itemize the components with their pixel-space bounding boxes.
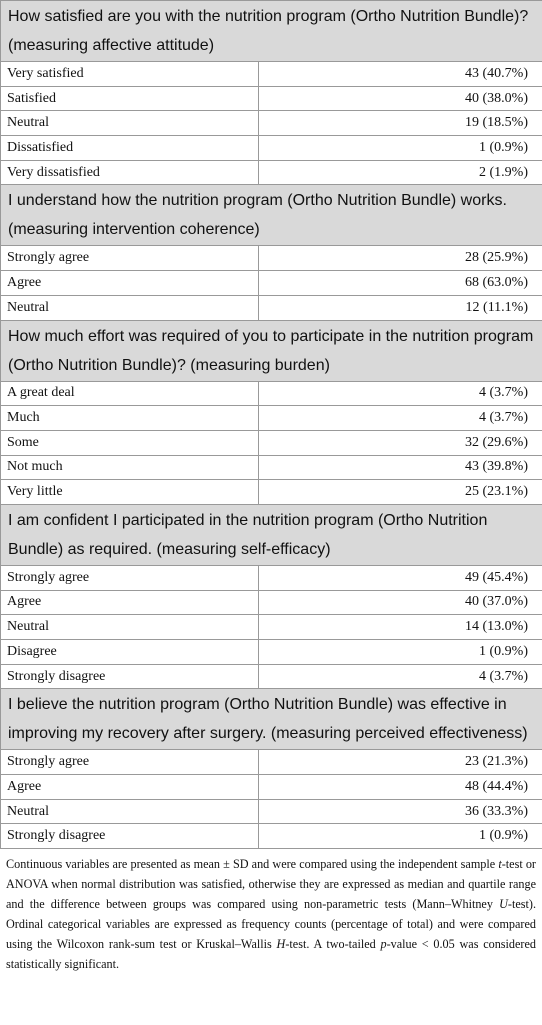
response-label: Not much [0, 454, 259, 481]
response-row: Disagree 1 (0.9%) [0, 639, 542, 665]
footnote: Continuous variables are presented as me… [0, 849, 542, 974]
response-row: Strongly agree 28 (25.9%) [0, 245, 542, 272]
footnote-italic: U [499, 897, 508, 912]
footnote-italic: H [276, 937, 286, 952]
response-label: Agree [0, 774, 259, 800]
footnote-text: -value < 0.05 was considered statistical… [6, 937, 536, 972]
response-count: 36 (33.3%) [258, 798, 542, 825]
response-label: Strongly disagree [0, 823, 259, 850]
response-row: Not much 43 (39.8%) [0, 454, 542, 481]
response-count: 32 (29.6%) [258, 429, 542, 456]
response-row: Agree 48 (44.4%) [0, 774, 542, 800]
response-count: 48 (44.4%) [258, 774, 542, 800]
response-row: Much 4 (3.7%) [0, 405, 542, 431]
response-row: Dissatisfied 1 (0.9%) [0, 135, 542, 161]
response-row: Neutral 14 (13.0%) [0, 614, 542, 640]
survey-table: How satisfied are you with the nutrition… [0, 0, 542, 850]
question: How satisfied are you with the nutrition… [0, 0, 542, 62]
footnote-text: Continuous variables are presented as me… [6, 857, 499, 872]
section-header-row: How much effort was required of you to p… [0, 319, 542, 382]
response-count: 40 (38.0%) [258, 85, 542, 112]
response-row: Very dissatisfied 2 (1.9%) [0, 159, 542, 186]
response-label: Neutral [0, 614, 259, 640]
response-label: Disagree [0, 639, 259, 665]
response-row: Strongly agree 49 (45.4%) [0, 564, 542, 591]
response-count: 43 (40.7%) [258, 61, 542, 87]
response-count: 68 (63.0%) [258, 270, 542, 296]
response-row: Strongly disagree 4 (3.7%) [0, 663, 542, 690]
response-label: Neutral [0, 110, 259, 137]
response-count: 19 (18.5%) [258, 110, 542, 137]
response-count: 49 (45.4%) [258, 564, 542, 591]
question: I am confident I participated in the nut… [0, 503, 542, 566]
section-header-row: I am confident I participated in the nut… [0, 503, 542, 566]
response-label: Very little [0, 479, 259, 505]
response-count: 28 (25.9%) [258, 245, 542, 272]
question: I believe the nutrition program (Ortho N… [0, 688, 542, 751]
response-count: 2 (1.9%) [258, 159, 542, 186]
response-label: Strongly agree [0, 245, 259, 272]
response-label: Strongly agree [0, 749, 259, 776]
response-label: Dissatisfied [0, 135, 259, 161]
response-count: 23 (21.3%) [258, 749, 542, 776]
footnote-text: -test). Ordinal categorical variables ar… [6, 897, 536, 952]
response-count: 4 (3.7%) [258, 663, 542, 690]
response-count: 40 (37.0%) [258, 589, 542, 616]
response-count: 1 (0.9%) [258, 135, 542, 161]
response-label: Strongly disagree [0, 663, 259, 690]
response-row: Agree 40 (37.0%) [0, 589, 542, 616]
response-label: Agree [0, 589, 259, 616]
table-body: How satisfied are you with the nutrition… [0, 0, 542, 850]
response-row: Strongly agree 23 (21.3%) [0, 749, 542, 776]
response-count: 25 (23.1%) [258, 479, 542, 505]
question: How much effort was required of you to p… [0, 319, 542, 382]
response-row: Neutral 19 (18.5%) [0, 110, 542, 137]
response-count: 12 (11.1%) [258, 294, 542, 321]
response-count: 43 (39.8%) [258, 454, 542, 481]
response-row: Satisfied 40 (38.0%) [0, 85, 542, 112]
response-count: 4 (3.7%) [258, 405, 542, 431]
response-label: Very satisfied [0, 61, 259, 87]
response-label: Neutral [0, 798, 259, 825]
response-row: Some 32 (29.6%) [0, 429, 542, 456]
section-header-row: I believe the nutrition program (Ortho N… [0, 688, 542, 751]
question: I understand how the nutrition program (… [0, 184, 542, 247]
response-row: Very satisfied 43 (40.7%) [0, 61, 542, 87]
response-count: 1 (0.9%) [258, 823, 542, 850]
response-label: Very dissatisfied [0, 159, 259, 186]
response-label: Some [0, 429, 259, 456]
response-row: Agree 68 (63.0%) [0, 270, 542, 296]
response-row: Neutral 12 (11.1%) [0, 294, 542, 321]
response-label: Much [0, 405, 259, 431]
footnote-text: -test. A two-tailed [285, 937, 381, 952]
response-label: A great deal [0, 380, 259, 407]
response-label: Strongly agree [0, 564, 259, 591]
response-row: Very little 25 (23.1%) [0, 479, 542, 505]
footnote-text: -test or ANOVA when normal distribution … [6, 857, 536, 912]
section-header-row: How satisfied are you with the nutrition… [0, 0, 542, 62]
footnote-italic: t [498, 857, 502, 872]
response-label: Neutral [0, 294, 259, 321]
response-label: Agree [0, 270, 259, 296]
response-count: 4 (3.7%) [258, 380, 542, 407]
response-row: Strongly disagree 1 (0.9%) [0, 823, 542, 850]
section-header-row: I understand how the nutrition program (… [0, 184, 542, 247]
response-label: Satisfied [0, 85, 259, 112]
response-count: 1 (0.9%) [258, 639, 542, 665]
response-row: A great deal 4 (3.7%) [0, 380, 542, 407]
footnote-italic: p [380, 937, 387, 952]
response-row: Neutral 36 (33.3%) [0, 798, 542, 825]
response-count: 14 (13.0%) [258, 614, 542, 640]
